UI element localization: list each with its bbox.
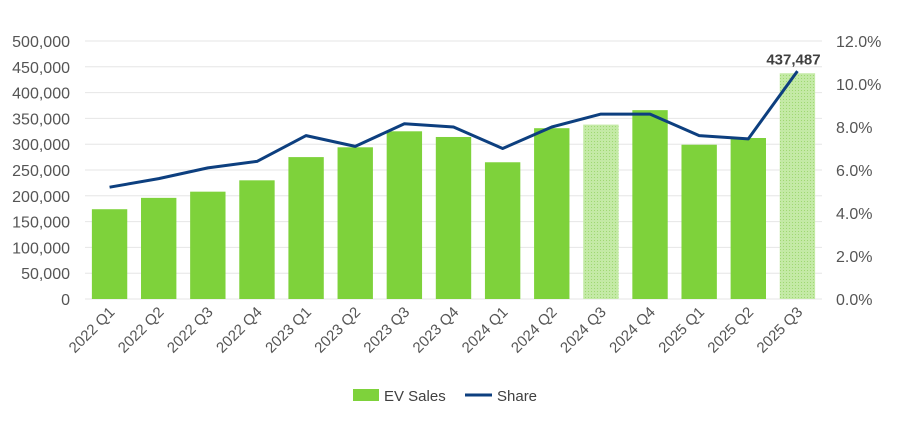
right-tick-label: 10.0% [836,77,881,94]
left-tick-label: 200,000 [12,189,70,206]
line-series [109,70,799,189]
bar-2023-q1 [288,157,324,299]
left-tick-label: 150,000 [12,215,70,232]
right-tick-label: 2.0% [836,249,872,266]
x-tick-label: 2025 Q1 [655,304,708,357]
bar-2025-q3 [779,73,816,299]
x-tick-label: 2024 Q4 [606,304,659,357]
bar-2022-q1 [91,209,128,299]
bar-2022-q3 [190,191,226,299]
x-tick-label: 2023 Q1 [262,304,315,357]
left-tick-label: 100,000 [12,240,70,257]
x-tick-label: 2025 Q3 [754,304,807,357]
x-tick-label: 2022 Q4 [213,304,266,357]
right-axis: 0.0% 2.0% 4.0% 6.0% 8.0% 10.0% 12.0% [836,34,881,309]
x-tick-label: 2022 Q3 [164,304,217,357]
bar-2023-q2 [337,147,373,299]
bar-2024-q1 [484,162,521,299]
bar-2023-q3 [386,131,423,299]
bar-2023-q4 [435,136,472,299]
bar-2025-q2 [730,138,766,299]
left-tick-label: 450,000 [12,60,70,77]
right-tick-label: 12.0% [836,34,881,51]
bar-2022-q2 [141,197,177,299]
left-tick-label: 400,000 [12,86,70,103]
right-tick-label: 8.0% [836,120,872,137]
right-tick-label: 4.0% [836,206,872,223]
bar-series [91,73,816,299]
right-tick-label: 0.0% [836,292,872,309]
left-tick-label: 50,000 [21,266,70,283]
x-tick-label: 2024 Q3 [557,304,610,357]
legend-label-share: Share [497,388,537,405]
bar-2024-q2 [534,128,570,299]
data-labels: 437,487 [766,51,820,68]
left-axis: 0 50,000 100,000 150,000 200,000 250,000 300,0… [12,34,70,309]
x-tick-label: 2022 Q2 [115,304,168,357]
legend: EV Sales Share [353,388,537,405]
bar-2024-q3 [583,124,619,299]
left-tick-label: 350,000 [12,111,70,128]
left-tick-label: 500,000 [12,34,70,51]
data-label: 437,487 [766,51,820,68]
x-tick-label: 2025 Q2 [704,304,757,357]
left-tick-label: 0 [61,292,70,309]
bar-2025-q1 [681,144,717,299]
x-tick-label: 2022 Q1 [66,304,119,357]
left-tick-label: 250,000 [12,163,70,180]
x-tick-label: 2024 Q1 [459,304,512,357]
x-tick-label: 2024 Q2 [508,304,561,357]
left-tick-label: 300,000 [12,137,70,154]
legend-label-ev-sales: EV Sales [384,388,446,405]
x-tick-label: 2023 Q2 [311,304,364,357]
share-line [109,70,799,189]
x-tick-label: 2023 Q3 [360,304,413,357]
right-tick-label: 6.0% [836,163,872,180]
bar-2022-q4 [239,180,275,299]
bar-2024-q4 [632,110,668,299]
legend-swatch-ev-sales [353,389,379,401]
x-tick-label: 2023 Q4 [410,304,463,357]
